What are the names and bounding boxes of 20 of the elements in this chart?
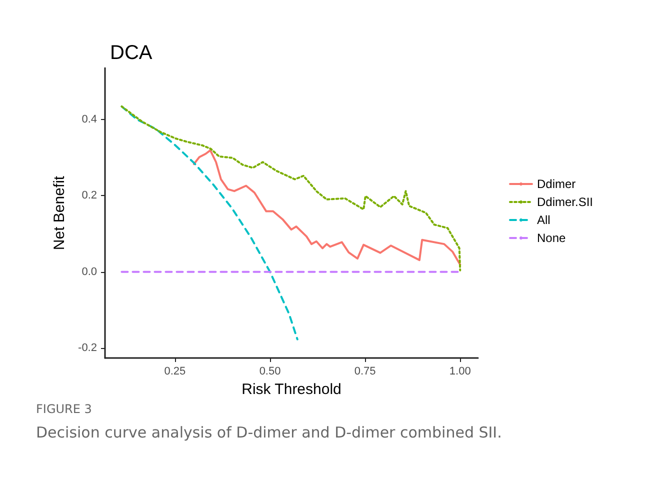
y-axis-title: Net Benefit <box>51 175 68 250</box>
x-axis-title: Risk Threshold <box>242 380 342 398</box>
y-tick-label: 0.0 <box>82 266 97 278</box>
legend-label: None <box>536 231 566 245</box>
line-series <box>120 105 298 340</box>
chart-title: DCA <box>110 42 153 64</box>
caption: FIGURE 3 <box>36 402 92 416</box>
y-tick-label: 0.2 <box>82 190 97 202</box>
y-tick-label: 0.4 <box>82 113 97 126</box>
legend-label: Ddimer <box>536 177 576 191</box>
legend-label: Ddimer.SII <box>536 195 593 209</box>
x-tick-label: 0.25 <box>164 366 186 378</box>
y-tick-label: -0.2 <box>78 342 97 354</box>
x-tick-label: 1.00 <box>449 366 471 378</box>
legend-label: All <box>536 213 550 227</box>
line-series <box>120 105 462 272</box>
x-tick-label: 0.50 <box>259 366 281 378</box>
text: Decision curve analysis of D-dimer and D-dimer combined SII. <box>36 424 502 442</box>
x-tick-label: 0.75 <box>354 366 376 378</box>
line-series <box>192 149 462 266</box>
